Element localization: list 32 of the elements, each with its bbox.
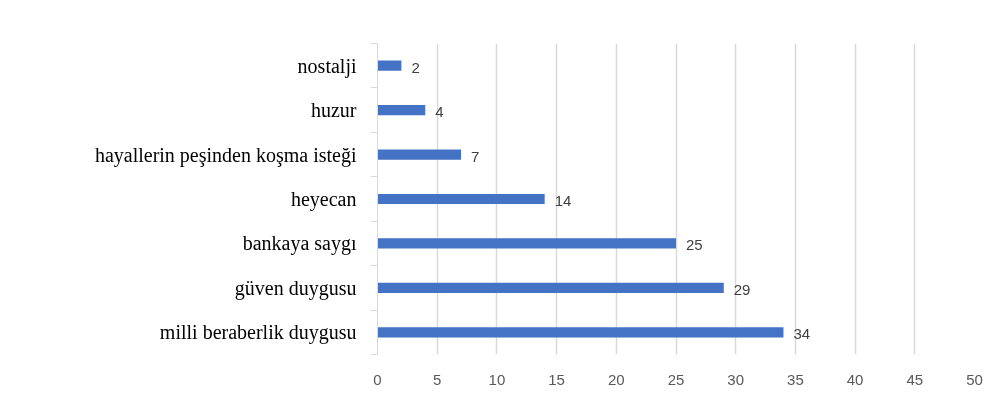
x-tick-label: 25 bbox=[667, 370, 685, 388]
x-tick-label: 50 bbox=[966, 370, 983, 388]
x-tick-label: 20 bbox=[607, 370, 625, 388]
bar bbox=[377, 149, 462, 160]
bar bbox=[377, 327, 784, 338]
x-tick-label: 30 bbox=[727, 370, 745, 388]
data-label: 14 bbox=[554, 192, 572, 209]
bar bbox=[377, 60, 402, 71]
x-tick-label: 10 bbox=[488, 370, 506, 388]
data-label: 7 bbox=[471, 147, 480, 165]
y-tick-label: milli beraberlik duygusu bbox=[159, 321, 357, 345]
data-label: 34 bbox=[793, 325, 811, 343]
bar bbox=[377, 282, 724, 293]
x-tick-label: 40 bbox=[846, 370, 864, 388]
y-tick-label: nostalji bbox=[297, 54, 357, 78]
x-tick-label: 35 bbox=[787, 370, 804, 388]
x-tick-label: 0 bbox=[373, 370, 382, 388]
y-tick-label: huzur bbox=[310, 99, 357, 122]
x-tick-label: 15 bbox=[548, 370, 565, 388]
x-tick-label: 45 bbox=[906, 370, 924, 388]
x-tick-label: 5 bbox=[433, 370, 442, 388]
y-tick-label: hayallerin peşinden koşma isteği bbox=[94, 143, 357, 167]
data-label: 25 bbox=[686, 236, 703, 254]
data-label: 29 bbox=[733, 280, 751, 298]
data-label: 4 bbox=[435, 103, 444, 121]
y-tick-label: heyecan bbox=[290, 188, 357, 211]
bar bbox=[377, 105, 426, 116]
y-tick-label: güven duygusu bbox=[234, 276, 357, 300]
y-tick-label: bankaya saygı bbox=[242, 232, 357, 256]
bar bbox=[377, 193, 545, 205]
bar bbox=[377, 238, 676, 249]
data-label: 2 bbox=[411, 58, 420, 76]
